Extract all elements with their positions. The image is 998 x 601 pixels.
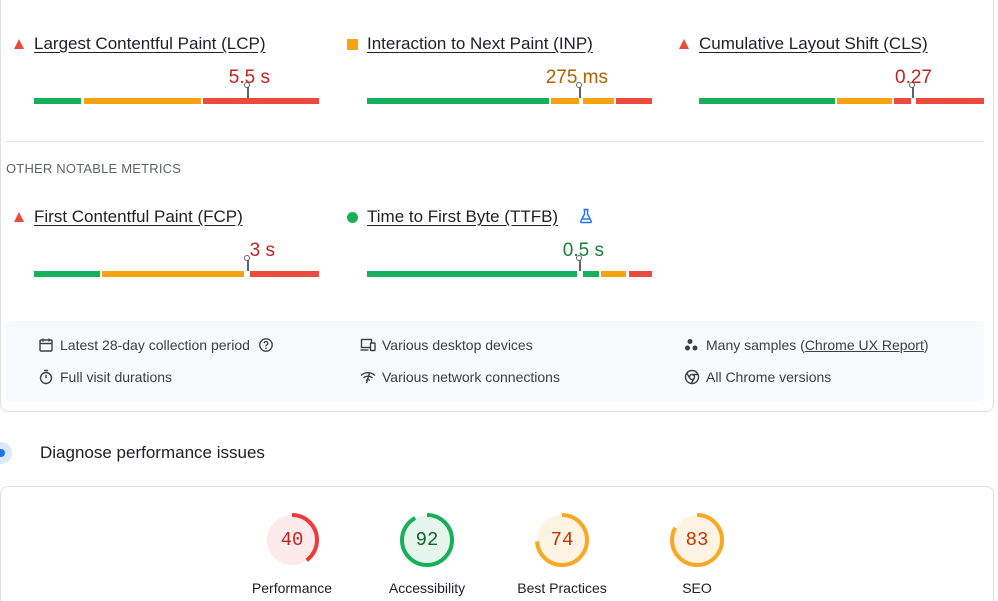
network-icon bbox=[360, 371, 376, 384]
gauge-seo-ring bbox=[670, 513, 724, 567]
chrome-icon bbox=[684, 369, 700, 385]
bar-poor-segment bbox=[616, 98, 652, 104]
bar-good-segment bbox=[367, 271, 577, 277]
metric-inp: Interaction to Next Paint (INP) 275 ms bbox=[347, 34, 652, 114]
metric-lcp-title[interactable]: Largest Contentful Paint (LCP) bbox=[34, 34, 266, 53]
poor-triangle-icon bbox=[679, 39, 689, 49]
samples-icon bbox=[685, 339, 698, 351]
metric-cls-distribution-bar bbox=[699, 82, 984, 104]
metric-fcp-value: 3 s bbox=[249, 240, 275, 261]
gauge-accessibility-ring bbox=[400, 513, 454, 567]
bar-good-segment bbox=[699, 98, 835, 104]
section-divider bbox=[6, 141, 984, 142]
help-circle-icon[interactable] bbox=[258, 337, 274, 353]
chrome-ux-report-link[interactable]: Chrome UX Report bbox=[804, 337, 924, 353]
info-chrome-versions: All Chrome versions bbox=[684, 369, 831, 385]
metric-ttfb-title[interactable]: Time to First Byte (TTFB) bbox=[367, 207, 559, 226]
gauge-accessibility-label: Accessibility bbox=[388, 580, 466, 596]
gauge-performance-ring bbox=[265, 513, 319, 567]
bar-poor-segment bbox=[250, 271, 319, 277]
metric-lcp-marker bbox=[244, 82, 250, 98]
poor-triangle-icon bbox=[14, 212, 24, 222]
timer-icon bbox=[39, 369, 53, 385]
average-square-icon bbox=[347, 39, 358, 50]
bar-average-segment bbox=[84, 98, 201, 104]
metric-ttfb: Time to First Byte (TTFB) 0.5 s bbox=[347, 207, 652, 287]
gauge-best-practices-ring bbox=[535, 513, 589, 567]
metric-ttfb-value: 0.5 s bbox=[562, 240, 604, 261]
gauge-best-practices[interactable]: 74 Best Practices bbox=[512, 512, 612, 601]
metric-fcp-distribution-bar bbox=[34, 255, 319, 277]
metric-cls-title[interactable]: Cumulative Layout Shift (CLS) bbox=[699, 34, 928, 53]
metric-inp-marker bbox=[576, 82, 582, 98]
network-text: Various network connections bbox=[382, 369, 560, 385]
info-collection-period: Latest 28-day collection period bbox=[38, 337, 274, 353]
bar-poor-segment bbox=[629, 271, 652, 277]
flask-icon[interactable] bbox=[579, 208, 593, 224]
metric-inp-value: 275 ms bbox=[545, 67, 608, 88]
bar-good-segment bbox=[583, 271, 599, 277]
info-visit-durations: Full visit durations bbox=[38, 369, 172, 385]
bar-poor-segment bbox=[203, 98, 319, 104]
metric-ttfb-marker bbox=[576, 255, 582, 271]
diagnose-section-header: Diagnose performance issues bbox=[0, 434, 600, 474]
gauge-best-practices-score: 74 bbox=[550, 529, 574, 551]
devices-icon bbox=[360, 338, 376, 352]
metric-fcp-marker bbox=[244, 255, 250, 271]
metric-ttfb-distribution-bar bbox=[367, 255, 652, 277]
metric-inp-distribution-bar bbox=[367, 82, 652, 104]
bar-good-segment bbox=[34, 98, 81, 104]
bar-average-segment bbox=[102, 271, 244, 277]
field-data-card bbox=[0, 0, 994, 412]
lab-data-icon bbox=[0, 442, 12, 464]
diagnose-title: Diagnose performance issues bbox=[40, 443, 265, 462]
gauge-performance-score: 40 bbox=[280, 529, 304, 551]
metric-lcp: Largest Contentful Paint (LCP) 5.5 s bbox=[14, 34, 319, 114]
bar-good-segment bbox=[367, 98, 549, 104]
bar-average-segment bbox=[837, 98, 892, 104]
metric-cls: Cumulative Layout Shift (CLS) 0.27 bbox=[679, 34, 984, 114]
bar-poor-segment bbox=[894, 98, 911, 104]
metric-cls-value: 0.27 bbox=[895, 67, 932, 88]
bar-poor-segment bbox=[916, 98, 984, 104]
gauge-best-practices-label: Best Practices bbox=[517, 580, 607, 596]
gauge-seo-score: 83 bbox=[685, 529, 709, 551]
metric-fcp: First Contentful Paint (FCP) 3 s bbox=[14, 207, 319, 287]
chrome-versions-text: All Chrome versions bbox=[706, 369, 832, 385]
info-samples: Many samples (Chrome UX Report) bbox=[684, 337, 929, 353]
samples-prefix: Many samples ( bbox=[706, 337, 805, 353]
info-devices: Various desktop devices bbox=[360, 337, 533, 353]
metric-cls-marker bbox=[909, 82, 915, 98]
poor-triangle-icon bbox=[14, 39, 24, 49]
metric-lcp-distribution-bar bbox=[34, 82, 319, 104]
metric-inp-title[interactable]: Interaction to Next Paint (INP) bbox=[367, 34, 593, 53]
other-metrics-heading: OTHER NOTABLE METRICS bbox=[6, 161, 182, 176]
collection-info-panel: Latest 28-day collection period Full vis… bbox=[6, 321, 984, 401]
bar-average-segment bbox=[601, 271, 626, 277]
samples-suffix: ) bbox=[923, 337, 929, 353]
gauge-seo-label: SEO bbox=[682, 580, 712, 596]
metric-fcp-title[interactable]: First Contentful Paint (FCP) bbox=[34, 207, 243, 226]
metric-lcp-value: 5.5 s bbox=[228, 67, 270, 88]
gauge-accessibility-score: 92 bbox=[415, 529, 439, 551]
gauge-accessibility[interactable]: 92 Accessibility bbox=[377, 512, 477, 601]
gauge-performance-label: Performance bbox=[251, 580, 333, 596]
bar-good-segment bbox=[34, 271, 100, 277]
collection-period-text: Latest 28-day collection period bbox=[60, 337, 250, 353]
bar-average-segment bbox=[551, 98, 579, 104]
gauge-performance[interactable]: 40 Performance bbox=[242, 512, 342, 601]
info-network: Various network connections bbox=[360, 369, 560, 385]
visit-durations-text: Full visit durations bbox=[60, 369, 173, 385]
devices-text: Various desktop devices bbox=[382, 337, 533, 353]
gauge-seo[interactable]: 83 SEO bbox=[647, 512, 747, 601]
good-circle-icon bbox=[347, 212, 358, 223]
bar-average-segment bbox=[583, 98, 614, 104]
lab-scores-card bbox=[0, 486, 994, 601]
calendar-icon bbox=[39, 338, 53, 352]
